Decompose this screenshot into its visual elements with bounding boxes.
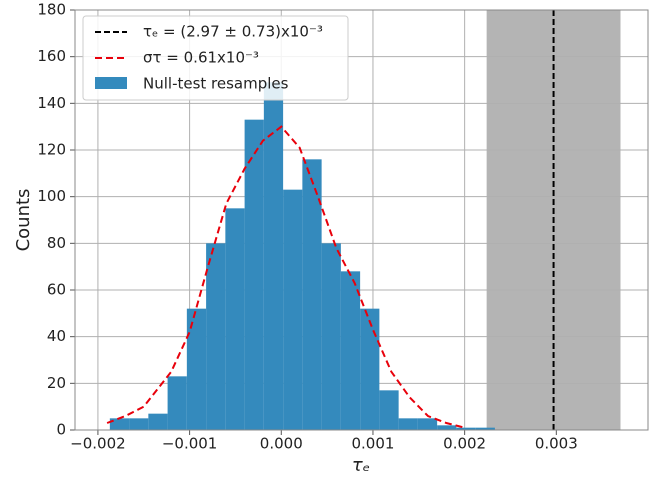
x-tick-label: −0.002	[70, 435, 126, 453]
x-tick-label: 0.002	[443, 435, 486, 453]
bar	[437, 425, 457, 430]
bar	[398, 418, 418, 430]
x-tick-label: −0.001	[162, 435, 218, 453]
bar	[129, 418, 149, 430]
bar	[186, 308, 207, 430]
x-tick-label: 0.000	[260, 435, 303, 453]
y-tick-label: 160	[37, 47, 66, 65]
bar	[263, 82, 284, 430]
y-tick-label: 180	[37, 1, 66, 19]
bar	[283, 189, 303, 430]
y-axis-label: Counts	[13, 189, 34, 252]
legend-box	[82, 15, 349, 101]
bar	[302, 159, 322, 431]
bar	[167, 376, 187, 430]
bar	[321, 243, 341, 430]
bar	[456, 427, 476, 430]
bar	[109, 418, 130, 430]
x-axis-label: τₑ	[352, 455, 370, 476]
x-tick-label: 0.003	[535, 435, 578, 453]
y-tick-label: 0	[56, 421, 66, 439]
bar	[148, 413, 168, 430]
y-tick-label: 100	[37, 187, 66, 205]
bar	[244, 119, 264, 431]
y-tick-label: 80	[47, 234, 66, 252]
bar	[340, 271, 361, 430]
y-tick-label: 20	[47, 374, 66, 392]
plot-frame	[74, 9, 649, 431]
bar	[417, 418, 438, 430]
legend-label: τₑ = (2.97 ± 0.73)x10⁻³	[143, 23, 323, 41]
bar	[379, 390, 399, 430]
legend-label: Null-test resamples	[143, 75, 289, 93]
legend-label: στ = 0.61x10⁻³	[143, 49, 259, 67]
legend-patch	[95, 77, 127, 89]
y-tick-label: 60	[47, 281, 66, 299]
bar	[475, 427, 495, 430]
bar	[360, 308, 380, 430]
fit-curve	[106, 125, 465, 429]
y-tick-label: 120	[37, 141, 66, 159]
bar	[206, 243, 226, 430]
y-tick-label: 140	[37, 94, 66, 112]
y-tick-label: 40	[47, 327, 66, 345]
bar	[225, 208, 245, 430]
x-tick-label: 0.001	[351, 435, 394, 453]
